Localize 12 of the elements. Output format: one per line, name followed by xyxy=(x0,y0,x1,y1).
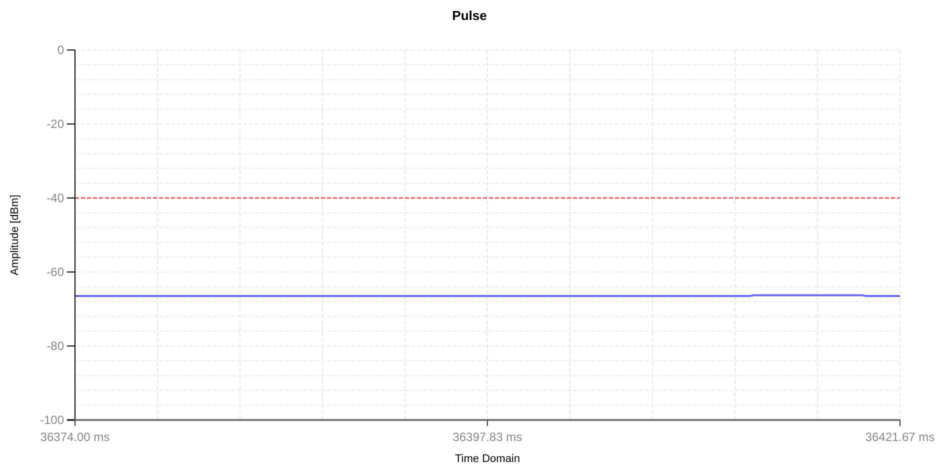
x-tick-label: 36421.67 ms xyxy=(865,430,935,444)
chart-title: Pulse xyxy=(452,8,487,23)
y-tick-label: -40 xyxy=(46,191,64,206)
x-tick-label: 36374.00 ms xyxy=(40,430,110,444)
y-axis-title: Amplitude [dBm] xyxy=(9,194,21,276)
x-axis-title: Time Domain xyxy=(455,453,520,465)
y-tick-label: 0 xyxy=(57,43,64,58)
x-tick-label: 36397.83 ms xyxy=(452,430,522,444)
y-tick-label: -100 xyxy=(40,413,64,428)
y-tick-label: -20 xyxy=(46,117,64,132)
y-tick-label: -80 xyxy=(46,339,64,354)
y-tick-label: -60 xyxy=(46,265,64,280)
